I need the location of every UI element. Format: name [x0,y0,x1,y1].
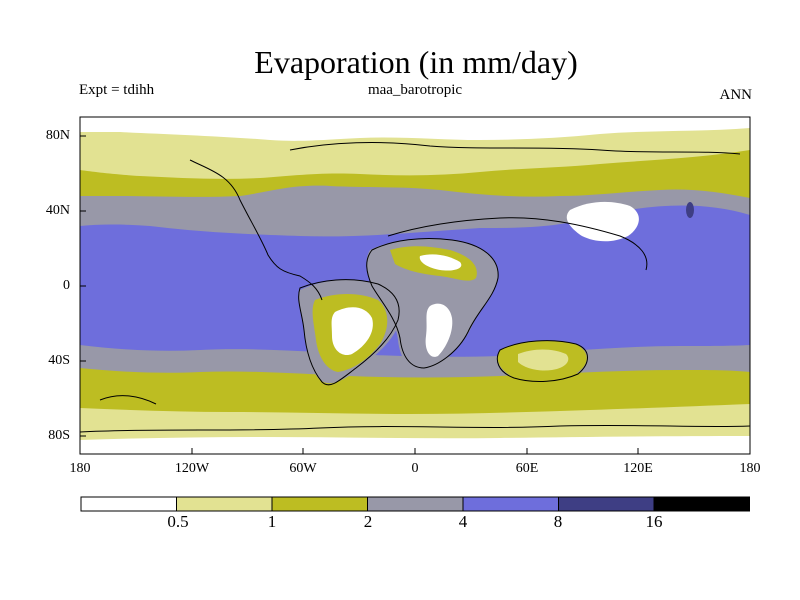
lat-label-80s: 80S [48,428,70,443]
coast-island-south [99,395,157,405]
lon-label-120w: 120W [174,461,210,476]
coast-north-america [189,159,323,301]
colorbar-label-16: 16 [645,512,663,531]
field-white-antarctic [80,436,750,454]
map-ticks [79,135,751,454]
lat-label-80n: 80N [45,128,70,143]
lon-label-180w: 180 [69,461,91,476]
colorbar-label-0-5: 0.5 [167,512,189,531]
season-label: ANN [719,87,753,103]
lon-label-60w: 60W [289,461,317,476]
colorbar-box-0 [80,496,177,512]
coast-south-america [298,279,400,386]
colorbar-label-4: 4 [458,512,468,531]
lat-label-eq: 0 [63,278,70,293]
colorbar-label-2: 2 [363,512,373,531]
colorbar-box-1 [176,496,273,512]
subtitle-label: maa_barotropic [367,82,463,98]
field-asia-white [566,201,639,242]
colorbar-box-5 [558,496,655,512]
lat-label-40s: 40S [48,353,70,368]
map-title: Evaporation (in mm/day) [254,44,578,80]
field-sahara-white [419,254,462,271]
field-samerica-white [331,307,373,356]
field-dark-blue-spot [686,202,694,218]
map-field [80,117,750,454]
experiment-label: Expt = tdihh [79,82,155,98]
colorbar-box-2 [271,496,368,512]
colorbar-box-4 [462,496,559,512]
coast-australia [496,340,588,382]
coast-antarctica [80,424,750,433]
lon-label-0: 0 [411,461,419,476]
lon-label-180e: 180 [739,461,761,476]
lon-label-120e: 120E [623,461,653,476]
lat-label-40n: 40N [45,203,70,218]
colorbar-box-6 [653,496,750,512]
field-kalahari-white [425,303,453,357]
colorbar-label-1: 1 [267,512,277,531]
coast-africa [366,238,499,369]
colorbar-box-3 [367,496,464,512]
coast-eurasia-south [387,217,648,271]
field-white-arctic [80,117,750,141]
field-australia-pale [518,349,569,371]
colorbar-label-8: 8 [553,512,563,531]
lon-label-60e: 60E [515,461,539,476]
coast-arctic [289,142,741,155]
coastlines [80,142,750,433]
